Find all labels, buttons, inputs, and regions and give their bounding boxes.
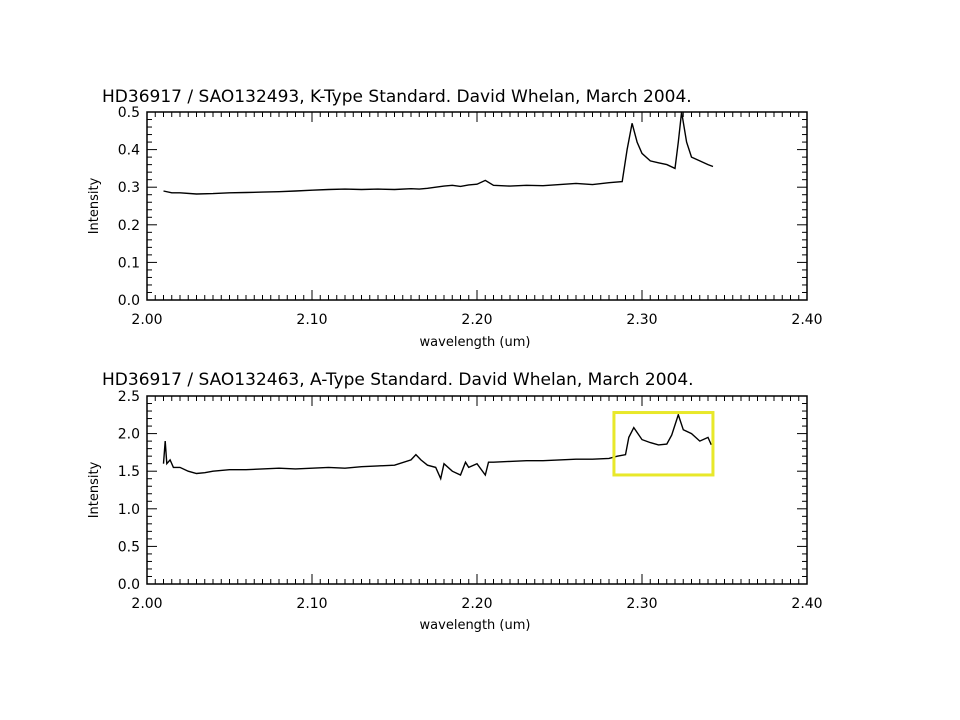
plot-frame [146, 395, 808, 585]
x-axis-label: wavelength (um) [420, 618, 531, 633]
chart-a-type: HD36917 / SAO132463, A-Type Standard. Da… [87, 370, 823, 633]
y-tick-label: 0.5 [118, 539, 140, 555]
chart-title: HD36917 / SAO132493, K-Type Standard. Da… [102, 87, 692, 107]
y-tick-label: 0.0 [118, 293, 140, 309]
x-tick-label: 2.00 [131, 596, 162, 612]
y-tick-labels: 0.0 0.5 1.0 1.5 2.0 2.5 [118, 389, 140, 593]
y-tick-label: 2.5 [118, 389, 140, 405]
x-tick-label: 2.00 [131, 312, 162, 328]
spectrum-line [162, 412, 712, 481]
x-tick-label: 2.10 [296, 312, 327, 328]
x-tick-labels: 2.00 2.10 2.20 2.30 2.40 [131, 312, 822, 328]
ticks [146, 395, 808, 585]
spectrum-line [163, 111, 714, 195]
y-tick-label: 2.0 [118, 427, 140, 443]
y-axis-label: Intensity [87, 177, 102, 234]
x-tick-label: 2.20 [461, 596, 492, 612]
y-tick-label: 1.5 [118, 464, 140, 480]
y-tick-label: 0.0 [118, 577, 140, 593]
y-tick-labels: 0.0 0.1 0.2 0.3 0.4 0.5 [118, 105, 140, 309]
y-tick-label: 0.2 [118, 218, 140, 234]
x-tick-label: 2.20 [461, 312, 492, 328]
x-tick-label: 2.30 [626, 596, 657, 612]
chart-title: HD36917 / SAO132463, A-Type Standard. Da… [102, 370, 694, 390]
chart-k-type: HD36917 / SAO132493, K-Type Standard. Da… [87, 87, 823, 350]
plot-frame [146, 111, 808, 301]
highlight-box [612, 411, 715, 477]
y-tick-label: 0.5 [118, 105, 140, 121]
y-tick-label: 0.1 [118, 255, 140, 271]
x-axis-label: wavelength (um) [420, 335, 531, 350]
y-tick-label: 0.3 [118, 180, 140, 196]
x-tick-labels: 2.00 2.10 2.20 2.30 2.40 [131, 596, 822, 612]
x-tick-label: 2.10 [296, 596, 327, 612]
x-tick-label: 2.40 [791, 596, 822, 612]
x-tick-label: 2.40 [791, 312, 822, 328]
x-tick-label: 2.30 [626, 312, 657, 328]
ticks [146, 111, 808, 301]
y-axis-label: Intensity [87, 461, 102, 518]
y-tick-label: 1.0 [118, 502, 140, 518]
y-tick-label: 0.4 [118, 143, 140, 159]
